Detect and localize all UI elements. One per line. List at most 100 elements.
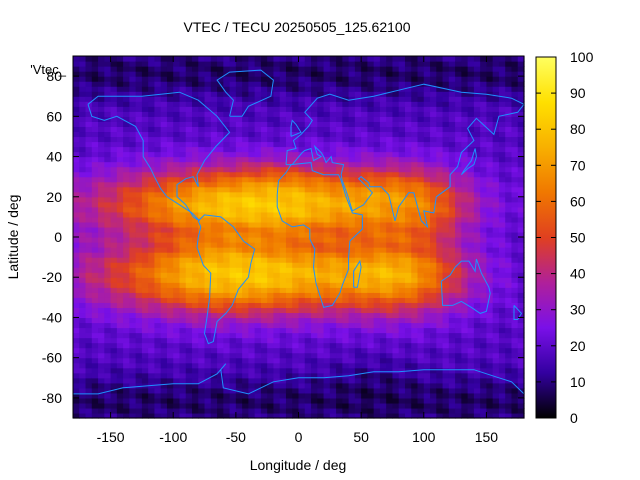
heat-cell (492, 211, 500, 218)
heat-cell (354, 287, 362, 293)
heat-cell (417, 231, 425, 238)
heat-cell (91, 126, 99, 133)
heat-cell (254, 247, 262, 253)
heat-cell (285, 131, 293, 138)
heat-cell (461, 221, 469, 228)
heat-cell (492, 126, 500, 133)
heat-cell (292, 367, 300, 374)
heat-cell (492, 337, 500, 344)
heat-cell (273, 372, 281, 379)
heat-cell (361, 357, 368, 364)
heat-cell (135, 186, 143, 193)
heat-cell (135, 101, 143, 107)
heat-cell (91, 362, 99, 369)
heat-cell (430, 392, 437, 399)
heat-cell (279, 56, 287, 62)
heat-cell (492, 71, 500, 77)
heat-cell (235, 307, 243, 314)
heat-cell (198, 277, 206, 283)
heat-cell (273, 176, 281, 183)
heat-cell (323, 362, 331, 369)
heat-cell (423, 392, 431, 399)
heat-cell (154, 196, 162, 203)
heat-cell (85, 106, 93, 112)
heat-cell (235, 206, 243, 213)
heat-cell (398, 297, 406, 303)
heat-cell (148, 161, 156, 168)
heat-cell (229, 332, 237, 339)
heat-cell (154, 322, 162, 329)
heat-cell (79, 387, 87, 394)
heat-cell (311, 226, 318, 233)
heat-cell (141, 297, 149, 303)
heat-cell (492, 297, 500, 303)
heat-cell (448, 337, 456, 344)
heat-cell (135, 362, 143, 369)
heat-cell (129, 131, 137, 138)
heat-cell (311, 237, 318, 243)
heat-cell (292, 206, 300, 213)
heat-cell (292, 287, 300, 293)
heat-cell (354, 262, 362, 268)
heat-cell (354, 226, 362, 233)
heat-cell (73, 171, 80, 178)
heat-cell (173, 262, 181, 268)
heat-cell (480, 86, 488, 92)
heat-cell (329, 111, 337, 117)
heat-cell (248, 242, 256, 248)
heat-cell (141, 397, 149, 404)
heat-cell (98, 216, 105, 223)
heat-cell (486, 126, 494, 133)
heat-cell (98, 176, 105, 183)
heat-cell (386, 111, 394, 117)
heat-cell (98, 337, 105, 344)
heat-cell (185, 367, 193, 374)
heat-cell (317, 101, 325, 107)
heat-cell (110, 76, 118, 82)
heat-cell (448, 352, 456, 359)
heat-cell (304, 226, 312, 233)
heat-cell (166, 302, 174, 308)
heat-cell (129, 71, 137, 77)
heat-cell (166, 337, 174, 344)
heat-cell (473, 277, 481, 283)
heat-cell (473, 131, 481, 138)
heat-cell (392, 342, 400, 349)
heat-cell (298, 292, 306, 298)
heat-cell (148, 307, 156, 314)
heat-cell (98, 387, 105, 394)
heat-cell (260, 121, 268, 127)
heat-cell (329, 181, 337, 188)
heat-cell (398, 216, 406, 223)
heat-cell (179, 101, 187, 107)
heat-cell (235, 61, 243, 67)
heat-cell (248, 186, 256, 193)
heat-cell (154, 126, 162, 133)
heat-cell (311, 231, 318, 238)
heat-cell (279, 247, 287, 253)
heat-cell (386, 282, 394, 288)
heat-cell (304, 56, 312, 62)
heat-cell (98, 231, 105, 238)
heat-cell (116, 267, 124, 273)
heat-cell (242, 257, 249, 263)
heat-cell (367, 412, 375, 419)
heat-cell (198, 352, 206, 359)
heat-cell (292, 347, 300, 354)
heat-cell (430, 272, 437, 278)
heat-cell (85, 121, 93, 127)
heat-cell (104, 231, 112, 238)
heat-cell (267, 307, 275, 314)
heat-cell (361, 342, 368, 349)
heat-cell (361, 161, 368, 168)
heat-cell (79, 352, 87, 359)
heat-cell (492, 106, 500, 112)
heat-cell (148, 76, 156, 82)
heat-cell (373, 56, 381, 62)
heat-cell (229, 181, 237, 188)
heat-cell (486, 372, 494, 379)
heat-cell (79, 196, 87, 203)
heat-cell (505, 292, 513, 298)
heat-cell (91, 231, 99, 238)
heat-cell (317, 402, 325, 409)
